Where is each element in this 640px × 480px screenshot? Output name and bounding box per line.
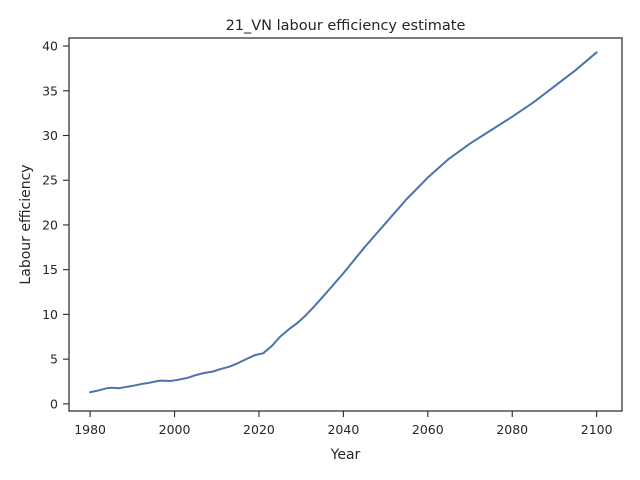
y-tick-label: 10	[42, 307, 58, 322]
series-line	[89, 51, 598, 394]
chart-title: 21_VN labour efficiency estimate	[226, 18, 466, 34]
y-tick-label: 0	[50, 396, 58, 411]
y-axis-ticks: 0 5 10 15 20 25 30 35 40	[42, 39, 69, 411]
y-tick-label: 35	[42, 83, 58, 98]
y-tick-label: 15	[42, 262, 58, 277]
x-tick-label: 2040	[327, 422, 359, 437]
x-tick-label: 2020	[243, 422, 275, 437]
y-tick-label: 30	[42, 128, 58, 143]
x-tick-label: 2000	[159, 422, 191, 437]
x-tick-label: 2080	[496, 422, 528, 437]
y-tick-label: 25	[42, 173, 58, 188]
y-tick-label: 40	[42, 39, 58, 54]
x-axis-ticks: 1980 2000 2020 2040 2060 2080 2100	[74, 411, 613, 437]
y-tick-label: 20	[42, 217, 58, 232]
x-axis-label: Year	[330, 447, 361, 463]
x-tick-label: 2100	[581, 422, 613, 437]
plot-area	[68, 37, 623, 412]
x-tick-label: 2060	[412, 422, 444, 437]
axes-frame	[68, 37, 623, 412]
y-tick-label: 5	[50, 352, 58, 367]
y-axis-label: Labour efficiency	[18, 164, 34, 284]
x-tick-label: 1980	[74, 422, 106, 437]
